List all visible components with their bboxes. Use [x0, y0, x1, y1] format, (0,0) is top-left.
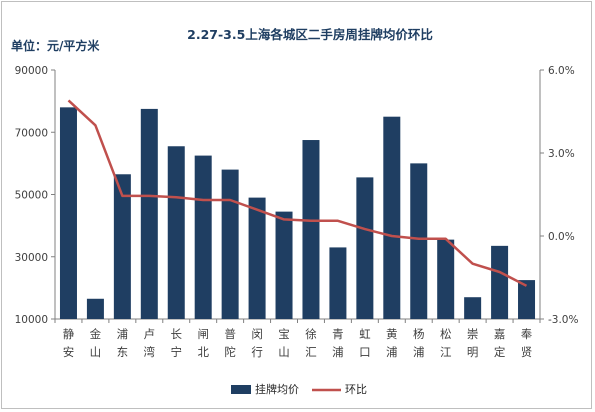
y-tick-label: 30000 [15, 252, 48, 264]
y-tick-label: 50000 [15, 190, 48, 202]
bar [86, 298, 104, 319]
y2-tick-label: -3.0% [548, 314, 578, 326]
category-label-line1: 徐 [305, 327, 317, 341]
bar [410, 163, 428, 319]
y-tick-label: 70000 [15, 127, 48, 139]
y2-tick-label: 6.0% [548, 65, 575, 77]
category-label-line1: 虹 [359, 327, 371, 341]
category-label-line1: 嘉 [494, 327, 506, 341]
category-label-line1: 金 [90, 327, 102, 341]
category-label-line1: 普 [224, 327, 236, 341]
bar [275, 211, 293, 319]
category-label-line1: 长 [171, 327, 183, 341]
y-tick-label: 10000 [15, 314, 48, 326]
category-label-line1: 松 [440, 327, 452, 341]
line-huanbi [67, 99, 528, 287]
category-label-line2: 东 [117, 345, 129, 359]
category-label-line2: 汇 [305, 345, 317, 359]
bar [140, 108, 158, 319]
category-label-line2: 安 [63, 345, 75, 359]
category-label-line2: 宁 [171, 345, 183, 359]
category-label-line1: 青 [332, 327, 344, 341]
category-label-line2: 行 [251, 345, 263, 359]
category-label-line2: 明 [467, 345, 479, 359]
category-label-line1: 闵 [251, 327, 263, 341]
bar [491, 245, 509, 319]
category-label-line2: 贤 [521, 345, 533, 359]
legend-label-line: 环比 [345, 383, 367, 396]
category-label-line1: 杨 [413, 327, 425, 341]
category-label-line1: 静 [63, 327, 75, 341]
category-label-line1: 黄 [386, 327, 398, 341]
y-tick-label: 90000 [15, 65, 48, 77]
category-label-line2: 浦 [413, 345, 425, 359]
bar [356, 177, 374, 319]
bar [113, 174, 131, 319]
category-label-line1: 卢 [144, 327, 156, 341]
legend: 挂牌均价 环比 [231, 382, 367, 396]
line-series [67, 99, 528, 287]
bar-series [59, 107, 536, 319]
category-label-line1: 崇 [467, 327, 479, 341]
category-label-line1: 奉 [521, 327, 533, 341]
bar [248, 197, 266, 319]
category-label-line2: 口 [359, 345, 371, 359]
y2-tick-label: 0.0% [548, 231, 575, 243]
category-label-line1: 浦 [117, 327, 129, 341]
y2-tick-label: 3.0% [548, 148, 575, 160]
category-label-line1: 闸 [197, 327, 209, 341]
category-label-line2: 北 [197, 345, 209, 359]
category-label-line2: 陀 [224, 345, 236, 359]
bar [194, 155, 212, 319]
category-label-line2: 江 [440, 345, 452, 359]
bar [518, 280, 536, 319]
category-label-line2: 定 [494, 345, 506, 359]
category-label-line2: 山 [278, 345, 290, 359]
bar [329, 247, 347, 319]
bar [302, 140, 320, 319]
category-label-line2: 湾 [144, 345, 156, 359]
legend-label-bar: 挂牌均价 [255, 382, 299, 396]
legend-swatch-bar [231, 385, 251, 394]
bar [464, 297, 482, 319]
bar [59, 107, 77, 319]
category-label-line2: 浦 [332, 345, 344, 359]
bar [437, 239, 455, 319]
category-label-line2: 浦 [386, 345, 398, 359]
bar [167, 146, 185, 319]
axes: 90000 70000 50000 30000 10000 6.0% 3.0% 0.0% -3.… [15, 65, 579, 326]
category-label-line1: 宝 [278, 327, 290, 341]
chart-title: 2.27-3.5上海各城区二手房周挂牌均价环比 [187, 27, 433, 42]
bar [383, 116, 401, 319]
category-label-line2: 山 [90, 345, 102, 359]
bar [221, 169, 239, 319]
y-axis-unit-label: 单位：元/平方米 [11, 38, 100, 53]
